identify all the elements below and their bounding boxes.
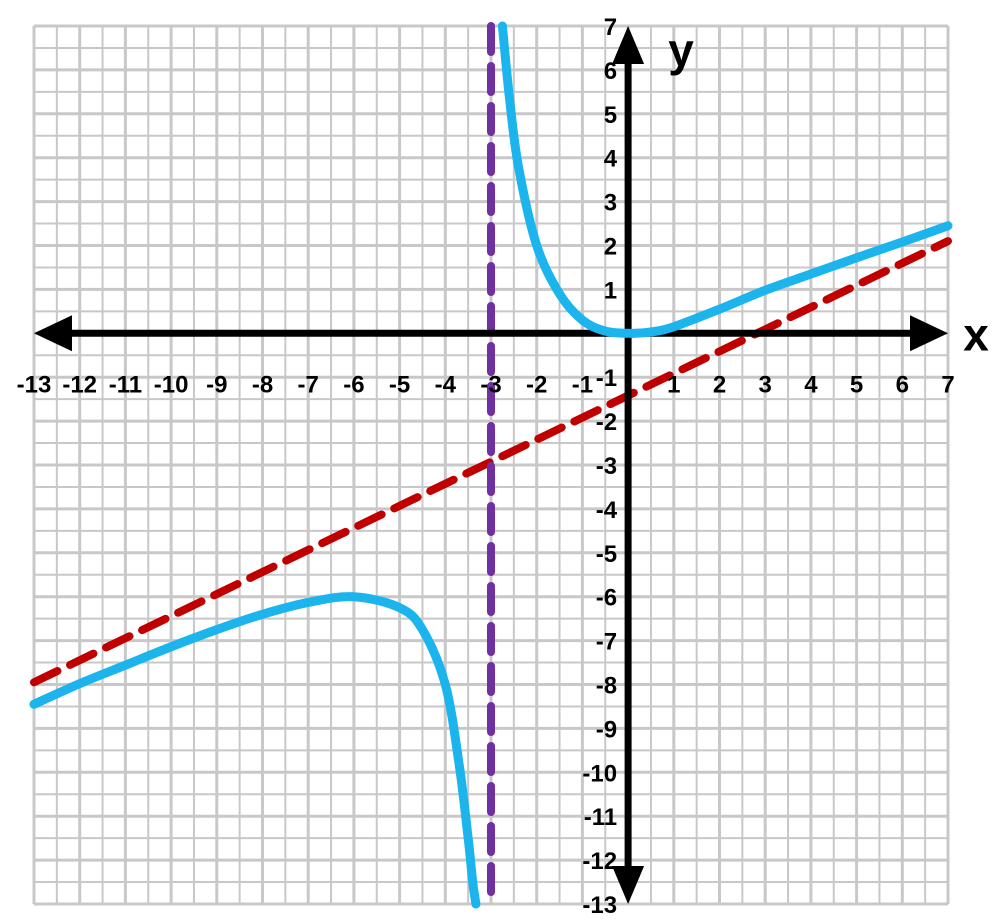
x-tick-label: -8 — [252, 371, 273, 398]
x-tick-label: -12 — [62, 371, 97, 398]
y-axis-label: y — [668, 24, 694, 76]
x-tick-label: -7 — [298, 371, 319, 398]
x-tick-label: 1 — [667, 371, 680, 398]
x-tick-label: -9 — [206, 371, 227, 398]
x-tick-label: -6 — [343, 371, 364, 398]
y-tick-label: -8 — [596, 673, 617, 700]
x-tick-label: 6 — [896, 371, 909, 398]
y-tick-label: -10 — [582, 760, 617, 787]
function-curve-branch — [497, 21, 953, 338]
x-tick-label: 3 — [759, 371, 772, 398]
x-tick-label: 4 — [804, 371, 818, 398]
x-tick-label: -13 — [17, 371, 52, 398]
y-tick-label: -4 — [596, 497, 618, 524]
y-axis-arrow-up-icon — [612, 26, 645, 64]
y-axis-arrow-down-icon — [612, 866, 645, 904]
y-tick-labels: 7 6 5 4 3 2 1 -1 -2 -3 -4 -5 -6 -7 -8 -9 -10 -11 -12 -13 — [582, 14, 617, 919]
x-tick-label: -11 — [109, 371, 142, 398]
x-axis-arrow-right-icon — [910, 315, 948, 352]
y-tick-label: 2 — [604, 234, 617, 261]
y-tick-label: -2 — [596, 409, 617, 436]
y-tick-label: -5 — [596, 541, 617, 568]
x-tick-label: -4 — [435, 371, 457, 398]
y-tick-label: -13 — [582, 892, 617, 919]
x-tick-label: 5 — [850, 371, 863, 398]
y-tick-label: 5 — [604, 102, 617, 129]
y-tick-label: -9 — [596, 716, 617, 743]
x-tick-label: 7 — [941, 371, 954, 398]
x-tick-label: -10 — [154, 371, 189, 398]
y-tick-label: 4 — [604, 146, 618, 173]
y-tick-label: 1 — [604, 277, 617, 304]
x-tick-label: -3 — [480, 371, 501, 398]
y-tick-label: 6 — [604, 58, 617, 85]
x-axis-label: x — [963, 308, 989, 360]
y-tick-label: -11 — [584, 804, 617, 831]
y-tick-label: 7 — [604, 14, 617, 41]
x-tick-labels: -13 -12 -11 -10 -9 -8 -7 -6 -5 -4 -3 -2 -1 1 2 3 4 5 6 7 — [17, 371, 955, 398]
x-axis-arrow-left-icon — [34, 315, 72, 352]
function-curves — [29, 21, 953, 909]
x-tick-label: -1 — [572, 371, 593, 398]
y-tick-label: -1 — [596, 365, 617, 392]
y-tick-label: -7 — [596, 629, 617, 656]
y-tick-label: -6 — [596, 585, 617, 612]
coordinate-axes — [34, 26, 948, 904]
asymptote-lines — [30, 22, 952, 908]
x-tick-label: 2 — [713, 371, 726, 398]
y-tick-label: -3 — [596, 453, 617, 480]
function-curve-branch — [29, 592, 481, 909]
y-tick-label: 3 — [604, 190, 617, 217]
x-tick-label: -2 — [526, 371, 547, 398]
slant-asymptote-line — [30, 237, 952, 687]
x-tick-label: -5 — [389, 371, 410, 398]
y-tick-label: -12 — [582, 848, 617, 875]
